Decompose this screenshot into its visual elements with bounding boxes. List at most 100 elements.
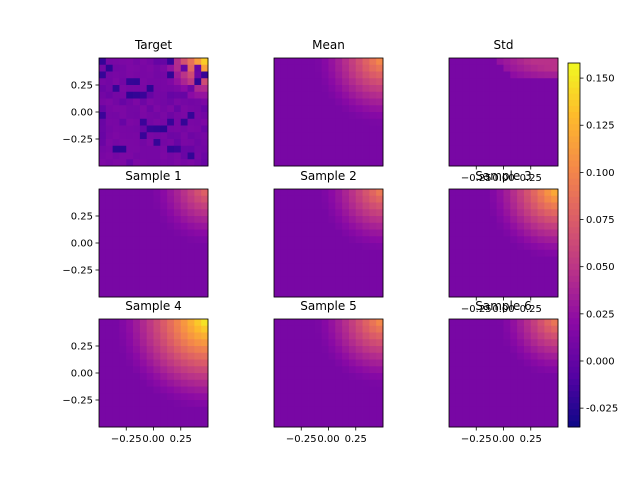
heatmap-cell: [537, 159, 545, 167]
heatmap-cell: [274, 202, 282, 210]
heatmap-cell: [119, 132, 127, 140]
heatmap-cell: [294, 319, 302, 327]
heatmap-cell: [476, 139, 484, 147]
heatmap-cell: [544, 112, 552, 120]
heatmap-cell: [335, 202, 343, 210]
heatmap-cell: [455, 359, 464, 367]
heatmap-cell: [314, 112, 323, 120]
heatmap-cell: [376, 216, 384, 224]
heatmap-cell: [301, 352, 309, 360]
heatmap-cell: [133, 105, 141, 113]
heatmap-cell: [153, 366, 161, 374]
heatmap-cell: [139, 332, 148, 340]
heatmap-cell: [355, 64, 363, 72]
heatmap-cell: [328, 195, 336, 203]
colorbar-segment: [568, 269, 580, 276]
heatmap-cell: [173, 236, 182, 244]
heatmap-cell: [483, 366, 491, 374]
heatmap-cell: [153, 125, 161, 133]
heatmap-cell: [173, 400, 182, 408]
heatmap-cell: [119, 420, 127, 428]
heatmap-cell: [530, 243, 538, 251]
heatmap-cell: [376, 413, 384, 421]
heatmap-cell: [194, 319, 202, 327]
heatmap-cell: [308, 359, 316, 367]
panel-sample-2: Sample 2: [273, 169, 384, 298]
heatmap-cell: [476, 325, 484, 333]
heatmap-cell: [342, 393, 350, 401]
heatmap-cell: [308, 346, 316, 354]
heatmap-cell: [153, 118, 161, 126]
heatmap-cell: [523, 359, 532, 367]
colorbar-segment: [568, 63, 580, 70]
heatmap-cell: [301, 64, 309, 72]
heatmap-cell: [496, 189, 504, 197]
heatmap-cell: [355, 125, 363, 133]
heatmap-cell: [173, 413, 182, 421]
heatmap-cell: [362, 229, 370, 237]
heatmap-cell: [523, 112, 532, 120]
heatmap-cell: [105, 112, 114, 120]
heatmap-cell: [167, 400, 175, 408]
heatmap-cell: [139, 249, 148, 257]
heatmap-cell: [119, 249, 127, 257]
heatmap-cell: [173, 283, 182, 291]
heatmap-cell: [335, 189, 343, 197]
heatmap-cell: [274, 112, 282, 120]
heatmap-cell: [274, 236, 282, 244]
heatmap-cell: [187, 105, 195, 113]
heatmap-cell: [483, 386, 491, 394]
heatmap-cell: [551, 216, 559, 224]
heatmap-cell: [321, 105, 329, 113]
heatmap-cell: [301, 406, 309, 414]
colorbar-segment: [568, 342, 580, 349]
heatmap-cell: [112, 243, 120, 251]
heatmap-cell: [537, 332, 545, 340]
heatmap-cell: [139, 139, 148, 147]
heatmap-cell: [462, 216, 470, 224]
heatmap-cell: [187, 216, 195, 224]
heatmap-cell: [376, 393, 384, 401]
heatmap-cell: [342, 78, 350, 86]
heatmap-cell: [167, 283, 175, 291]
heatmap-cell: [160, 209, 168, 217]
heatmap-cell: [355, 386, 363, 394]
heatmap-cell: [160, 359, 168, 367]
heatmap-cell: [180, 270, 188, 278]
heatmap-cell: [119, 202, 127, 210]
heatmap-cell: [139, 152, 148, 160]
heatmap-cell: [301, 249, 309, 257]
heatmap-cell: [462, 64, 470, 72]
heatmap-cell: [503, 276, 511, 284]
x-tick-label: −0.25: [461, 173, 492, 184]
heatmap-cell: [510, 406, 518, 414]
heatmap-cell: [537, 216, 545, 224]
heatmap-cell: [99, 386, 107, 394]
heatmap-cell: [173, 125, 182, 133]
heatmap-cell: [449, 64, 457, 72]
heatmap-cell: [455, 263, 464, 271]
heatmap-cell: [119, 209, 127, 217]
colorbar-tick-label: 0.100: [586, 168, 615, 179]
heatmap-cell: [362, 270, 370, 278]
heatmap-cell: [335, 373, 343, 381]
heatmap-cell: [187, 189, 195, 197]
heatmap-cell: [369, 332, 377, 340]
heatmap-cell: [335, 98, 343, 106]
colorbar-segment: [568, 99, 580, 106]
heatmap-cell: [355, 346, 363, 354]
heatmap-cell: [167, 270, 175, 278]
heatmap-cell: [530, 71, 538, 79]
heatmap-cell: [99, 393, 107, 401]
heatmap-cell: [146, 332, 154, 340]
heatmap-cell: [348, 249, 357, 257]
colorbar-segment: [568, 178, 580, 185]
heatmap-cell: [119, 98, 127, 106]
heatmap-cell: [530, 222, 538, 230]
heatmap-cell: [173, 406, 182, 414]
heatmap-cell: [133, 379, 141, 387]
heatmap-cell: [462, 189, 470, 197]
heatmap-cell: [496, 209, 504, 217]
heatmap-cell: [551, 359, 559, 367]
